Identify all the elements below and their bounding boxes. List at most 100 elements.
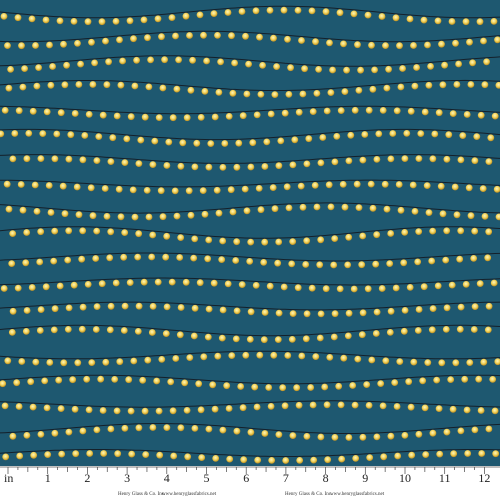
bulb	[443, 227, 451, 235]
ruler-label: 12	[478, 471, 490, 485]
bulb	[375, 130, 383, 138]
bulb	[279, 384, 287, 392]
bulb	[148, 253, 156, 261]
bulb	[181, 379, 189, 387]
bulb	[74, 40, 81, 47]
bulb	[205, 236, 213, 244]
bulb	[151, 137, 159, 145]
bulb	[435, 405, 443, 412]
bulb	[28, 15, 36, 23]
bulb	[494, 36, 500, 44]
bulb	[452, 39, 459, 47]
bulb	[163, 162, 171, 169]
bulb	[336, 285, 344, 293]
bulb	[425, 81, 433, 89]
bulb	[326, 39, 333, 47]
bulb	[340, 354, 348, 362]
bulb	[8, 329, 16, 336]
bulb	[367, 180, 375, 188]
bulb	[219, 426, 227, 434]
bulb	[70, 281, 78, 289]
bulb	[330, 261, 338, 269]
bulb	[99, 111, 107, 119]
bulb	[443, 304, 451, 312]
bulb	[299, 90, 307, 98]
bulb	[63, 61, 70, 69]
ruler-label: 2	[84, 471, 90, 485]
bulb	[219, 306, 227, 314]
bulb	[466, 359, 474, 366]
bulb	[141, 407, 149, 415]
bulb	[420, 16, 428, 24]
bulb	[459, 132, 467, 140]
bulb	[14, 284, 22, 292]
bulb	[176, 331, 184, 339]
bulb	[422, 451, 430, 458]
bulb	[345, 157, 353, 165]
bulb	[232, 335, 240, 343]
bulb	[58, 450, 66, 458]
bulb	[263, 138, 271, 146]
bulb	[29, 403, 37, 411]
bulb	[277, 137, 285, 145]
bulb	[275, 162, 283, 170]
light-string	[0, 423, 500, 434]
bulb	[403, 130, 411, 137]
bulb	[145, 83, 153, 91]
bulb	[22, 328, 30, 335]
bulb	[113, 407, 121, 415]
bulb	[465, 184, 473, 192]
bulb	[438, 359, 446, 367]
bulb	[419, 377, 427, 385]
bulb	[172, 32, 179, 40]
bulb	[102, 37, 109, 45]
bulb	[368, 41, 375, 49]
bulb	[156, 451, 164, 459]
bulb	[255, 185, 263, 192]
bulb	[33, 208, 41, 215]
bulb	[313, 203, 321, 211]
bulb	[351, 401, 359, 409]
bulb	[36, 258, 44, 266]
ruler-label: 8	[323, 471, 329, 485]
bulb	[111, 376, 119, 383]
bulb	[352, 455, 360, 462]
bulb	[73, 183, 81, 191]
bulb	[112, 18, 120, 25]
ruler-unit: in	[4, 471, 13, 485]
bulb	[401, 432, 409, 439]
bulb	[169, 114, 177, 122]
bulb	[47, 209, 55, 216]
bulb	[79, 303, 87, 311]
light-string	[0, 79, 500, 92]
ruler-label: 9	[362, 471, 368, 485]
bulb	[200, 31, 207, 39]
bulb	[247, 238, 255, 246]
bulb	[369, 204, 377, 212]
bulb	[302, 335, 310, 343]
bulb	[392, 14, 400, 22]
bulb	[435, 109, 443, 117]
bulb	[350, 10, 358, 18]
bulb	[205, 163, 213, 171]
bulb	[233, 427, 241, 435]
bulb	[329, 66, 336, 74]
bulb	[27, 378, 35, 386]
bulb	[123, 135, 131, 143]
bulb	[42, 283, 50, 291]
bulb	[77, 60, 84, 68]
bulb	[282, 457, 290, 464]
bulb	[241, 185, 249, 193]
bulb	[57, 109, 65, 117]
bulb	[100, 450, 108, 457]
bulb	[105, 58, 112, 66]
bulb	[155, 407, 163, 415]
bulb	[42, 16, 50, 24]
bulb	[289, 310, 297, 317]
bulb	[424, 359, 432, 366]
bulb	[485, 302, 493, 310]
bulb	[336, 9, 344, 17]
bulb	[434, 282, 442, 290]
bulb	[439, 210, 447, 218]
